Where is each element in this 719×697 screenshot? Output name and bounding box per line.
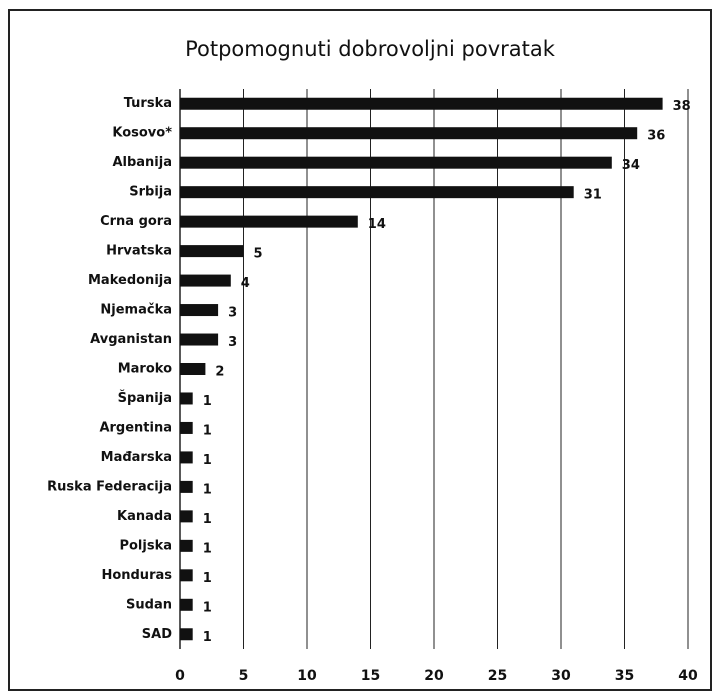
data-label: 34 [622,158,640,173]
bar [180,392,193,405]
bar [180,628,193,641]
bar [180,274,231,287]
data-label: 14 [368,217,386,232]
y-tick-label: Kosovo* [112,126,172,141]
y-tick-label: Kanada [117,509,172,524]
bar [180,333,219,346]
bar [180,304,219,317]
bar [180,97,663,110]
y-tick-label: Ruska Federacija [47,479,172,494]
bar [180,598,193,611]
x-tick-label: 25 [488,668,507,684]
bar [180,569,193,582]
data-label: 31 [584,188,602,203]
data-label: 1 [203,394,212,409]
bar [180,186,574,199]
x-tick-label: 35 [615,668,634,684]
frame [8,9,712,691]
bar [180,156,612,169]
bar [180,510,193,523]
y-tick-label: SAD [142,627,172,642]
bar [180,215,358,228]
x-tick-label: 0 [175,668,185,684]
y-tick-label: Argentina [99,420,172,435]
y-tick-label: Španija [118,390,172,406]
y-tick-label: Sudan [126,597,172,612]
data-label: 3 [228,335,237,350]
bar [180,245,244,258]
y-tick-label: Crna gora [100,214,172,229]
data-label: 1 [203,571,212,586]
x-tick-label: 20 [424,668,444,684]
y-tick-label: Makedonija [88,273,172,288]
bar [180,421,193,434]
x-tick-label: 5 [239,668,249,684]
y-tick-label: Srbija [129,185,172,200]
data-label: 4 [241,276,250,291]
bar [180,127,638,140]
bar [180,451,193,464]
y-tick-label: Avganistan [90,332,172,347]
y-tick-label: Turska [124,96,172,111]
y-tick-label: Hrvatska [106,244,172,259]
x-tick-label: 10 [297,668,317,684]
x-tick-label: 30 [551,668,571,684]
data-label: 1 [203,541,212,556]
x-tick-label: 15 [361,668,380,684]
bar [180,480,193,493]
bar [180,363,206,375]
data-label: 1 [203,423,212,438]
y-tick-label: Poljska [119,538,172,553]
data-label: 3 [228,306,237,321]
data-label: 2 [215,365,224,380]
data-label: 1 [203,453,212,468]
bar [180,539,193,552]
y-tick-label: Njemačka [100,303,172,318]
data-label: 1 [203,630,212,645]
chart-title: Potpomognuti dobrovoljni povratak [185,37,556,61]
data-label: 1 [203,512,212,527]
y-tick-label: Honduras [101,568,172,583]
data-label: 1 [203,482,212,497]
y-tick-label: Maroko [118,362,172,377]
y-tick-label: Albanija [112,155,172,170]
data-label: 1 [203,600,212,615]
data-label: 38 [673,99,691,114]
y-tick-label: Mađarska [101,450,172,465]
x-tick-label: 40 [678,668,698,684]
data-label: 36 [647,129,665,144]
data-label: 5 [254,247,263,262]
